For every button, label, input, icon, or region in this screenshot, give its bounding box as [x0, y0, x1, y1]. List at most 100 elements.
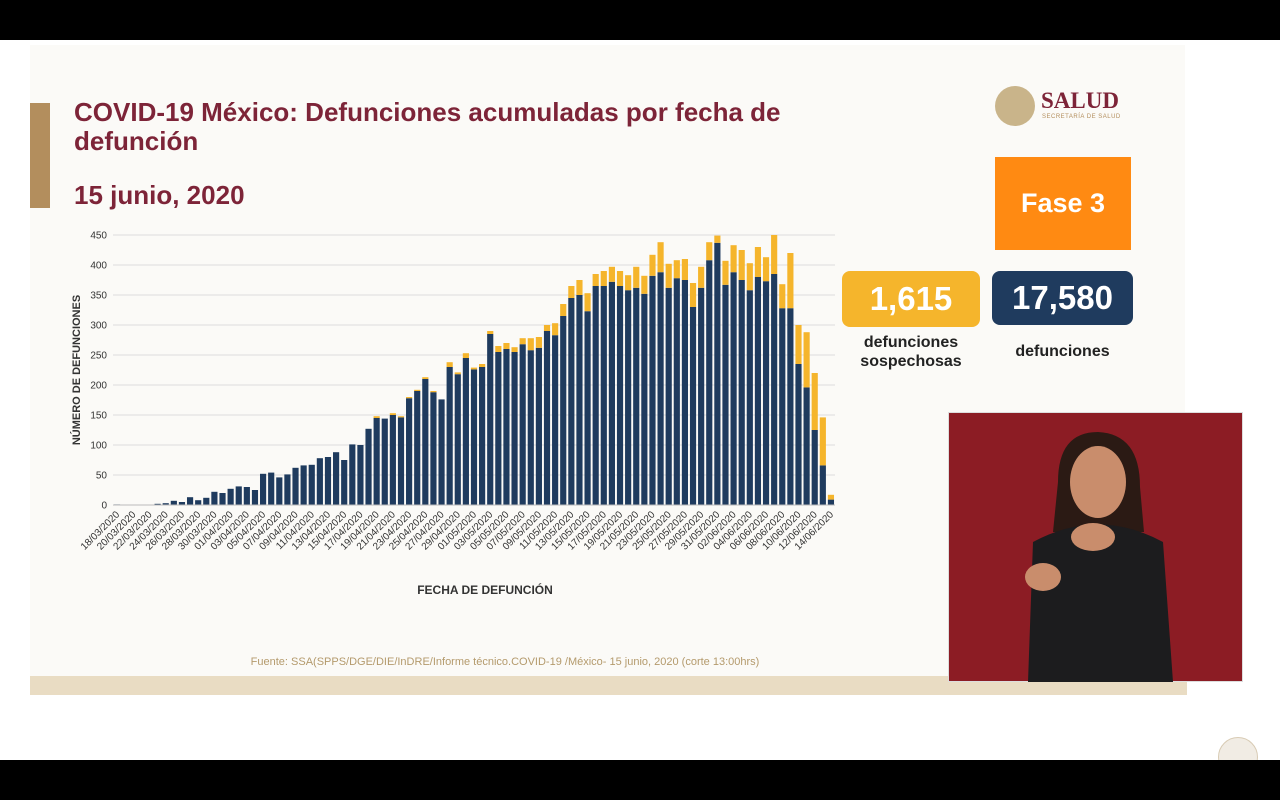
- bar-segment: [552, 323, 559, 336]
- bar-segment: [754, 247, 762, 277]
- bar-segment: [795, 325, 802, 364]
- bar-segment: [389, 413, 396, 415]
- bar-segment: [665, 263, 672, 288]
- bar-segment: [827, 494, 835, 500]
- bar-segment: [584, 293, 591, 312]
- bar-segment: [438, 399, 445, 505]
- bar-segment: [681, 280, 689, 505]
- bar-segment: [357, 445, 364, 505]
- bar-segment: [543, 331, 551, 505]
- footer-band: [30, 676, 1187, 695]
- salud-logo: SALUD SECRETARÍA DE SALUD: [995, 86, 1135, 130]
- bar-segment: [641, 293, 648, 505]
- bar-segment: [446, 362, 453, 367]
- date: 15 junio, 2020: [74, 180, 245, 210]
- bar-segment: [738, 280, 745, 505]
- bar-segment: [203, 497, 210, 505]
- bar-segment: [519, 338, 526, 345]
- source-note: Fuente: SSA(SPPS/DGE/DIE/InDRE/Informe t…: [250, 656, 760, 668]
- bar-segment: [746, 290, 753, 505]
- bar-segment: [762, 281, 770, 505]
- bar-segment: [698, 287, 705, 505]
- interpreter-video: [948, 412, 1243, 682]
- bar-segment: [730, 272, 737, 505]
- bar-segment: [422, 377, 429, 379]
- bar-segment: [657, 242, 664, 273]
- title: COVID-19 México: Defunciones acumuladas …: [74, 97, 781, 156]
- bar-segment: [479, 364, 486, 367]
- kpi-value: 1,615: [842, 271, 980, 327]
- bar-segment: [454, 372, 461, 375]
- bar-segment: [771, 274, 778, 505]
- bar-segment: [689, 283, 697, 307]
- y-tick-label: 300: [90, 321, 107, 332]
- bar-segment: [665, 287, 672, 505]
- bar-segment: [373, 416, 380, 418]
- bar-segment: [600, 271, 607, 286]
- bar-segment: [633, 266, 640, 288]
- bar-segment: [608, 266, 615, 282]
- bar-segment: [186, 497, 194, 505]
- bar-segment: [616, 286, 624, 505]
- bar-segment: [397, 417, 405, 505]
- bar-segment: [568, 286, 575, 298]
- interpreter-hand: [1071, 523, 1115, 551]
- bar-segment: [527, 338, 534, 351]
- x-axis-title: FECHA DE DEFUNCIÓN: [417, 582, 553, 597]
- bar-segment: [259, 473, 267, 505]
- bar-segment: [811, 430, 818, 505]
- y-tick-label: 150: [90, 411, 107, 422]
- bar-segment: [162, 503, 169, 505]
- bar-segment: [803, 387, 810, 505]
- bar-segment: [341, 460, 348, 505]
- bar-segment: [430, 391, 437, 393]
- bar-segment: [243, 487, 250, 505]
- bar-segment: [349, 444, 356, 505]
- bar-segment: [511, 347, 518, 352]
- bar-segment: [730, 245, 737, 273]
- bar-segment: [746, 263, 753, 291]
- bar-segment: [300, 465, 307, 505]
- bar-segment: [689, 307, 697, 505]
- y-tick-label: 400: [90, 261, 107, 272]
- bar-segment: [292, 467, 299, 505]
- bar-segment: [251, 490, 259, 505]
- kpi-value: 17,580: [992, 271, 1133, 325]
- letterbox-top: [0, 0, 1280, 40]
- bar-segment: [276, 477, 283, 505]
- bar-segment: [779, 284, 786, 309]
- bar-segment: [462, 358, 469, 505]
- letterbox-bottom: [0, 760, 1280, 800]
- logo-name: SALUD: [1041, 88, 1119, 113]
- bar-segment: [365, 428, 372, 505]
- accent-bar: [30, 103, 50, 208]
- bar-segment: [446, 367, 453, 505]
- bar-segment: [673, 260, 680, 279]
- bar-segment: [414, 391, 421, 505]
- bar-segment: [543, 325, 551, 331]
- bar-segment: [649, 275, 656, 505]
- bar-segment: [722, 284, 729, 505]
- bar-segment: [235, 486, 242, 505]
- y-tick-label: 450: [90, 231, 107, 242]
- bar-segment: [422, 379, 429, 505]
- bar-segment: [535, 347, 542, 505]
- bar-segment: [649, 254, 656, 276]
- bar-segment: [795, 364, 802, 505]
- bar-segment: [803, 332, 810, 388]
- bar-segment: [178, 502, 186, 505]
- bar-segment: [511, 352, 518, 505]
- bar-segment: [811, 373, 818, 430]
- y-axis-title: NÚMERO DE DEFUNCIONES: [70, 295, 83, 445]
- bar-segment: [479, 367, 486, 505]
- bar-segment: [268, 472, 275, 505]
- bar-segment: [154, 503, 161, 505]
- bar-segment: [771, 235, 778, 274]
- logo-subtitle: SECRETARÍA DE SALUD: [1042, 114, 1121, 120]
- bar-segment: [503, 349, 510, 505]
- bar-segment: [527, 350, 534, 505]
- bar-segment: [503, 343, 510, 349]
- y-tick-label: 0: [101, 501, 107, 512]
